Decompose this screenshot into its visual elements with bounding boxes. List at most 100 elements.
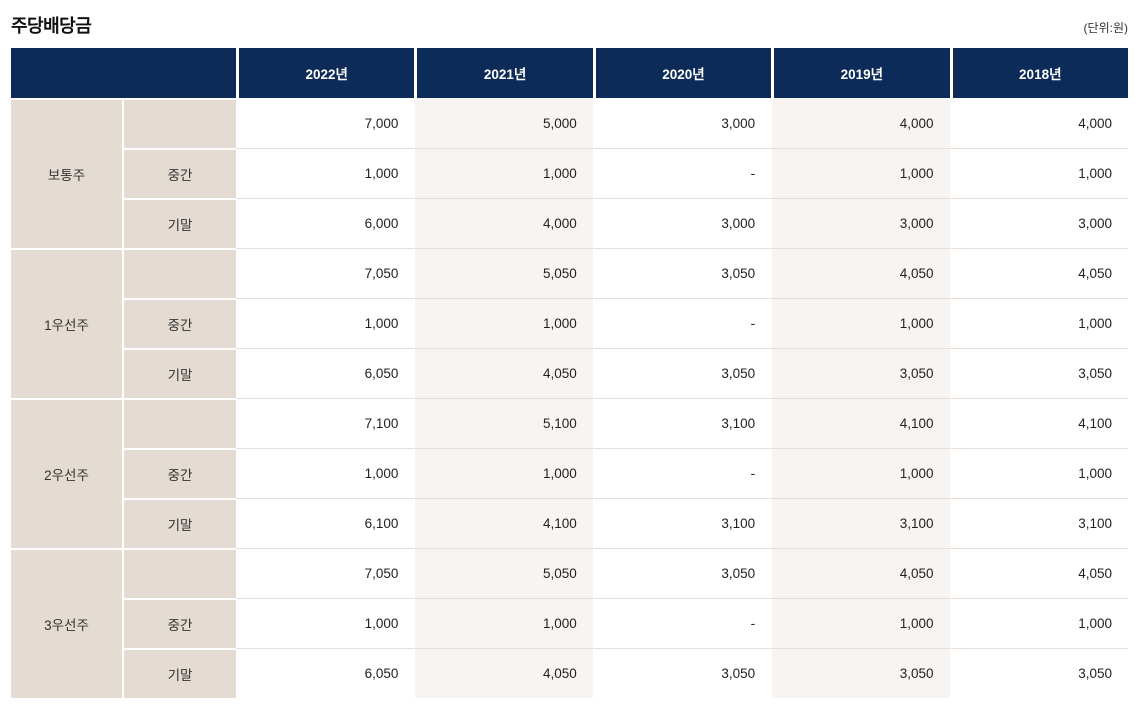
dividend-table: 2022년 2021년 2020년 2019년 2018년 보통주 7,000 …	[11, 48, 1128, 698]
value-cell: 4,000	[771, 98, 950, 148]
table-row: 기말 6,050 4,050 3,050 3,050 3,050	[11, 648, 1128, 698]
header-bar: 주당배당금 (단위:원)	[11, 8, 1128, 38]
group-label-cell: 3우선주	[11, 548, 122, 698]
value-cell: 1,000	[949, 598, 1128, 648]
value-cell: 1,000	[414, 148, 593, 198]
value-cell: 3,000	[771, 198, 950, 248]
table-row: 보통주 7,000 5,000 3,000 4,000 4,000	[11, 98, 1128, 248]
value-cell: 6,050	[236, 648, 415, 698]
year-header: 2022년	[236, 48, 415, 98]
table-header-row: 2022년 2021년 2020년 2019년 2018년	[11, 48, 1128, 98]
value-cell: 1,000	[771, 148, 950, 198]
value-cell: 1,000	[771, 298, 950, 348]
sub-label-cell	[122, 548, 236, 598]
value-cell: 4,000	[414, 198, 593, 248]
value-cell: 3,000	[592, 198, 772, 248]
value-cell: 3,000	[592, 98, 772, 148]
value-cell: 4,000	[949, 98, 1128, 148]
value-cell: 1,000	[414, 298, 593, 348]
sub-label-cell: 중간	[122, 448, 236, 498]
table-row: 1우선주 7,050 5,050 3,050 4,050 4,050	[11, 248, 1128, 398]
corner-header-cell	[11, 48, 236, 98]
sub-label-cell: 기말	[122, 348, 236, 398]
value-cell: 4,050	[949, 248, 1128, 298]
year-header: 2021년	[414, 48, 593, 98]
value-cell: 3,050	[771, 348, 950, 398]
value-cell: 3,050	[949, 648, 1128, 698]
value-cell: 3,100	[592, 398, 772, 448]
value-cell: 5,100	[414, 398, 593, 448]
year-header: 2019년	[771, 48, 950, 98]
value-cell: 5,050	[414, 548, 593, 598]
table-row: 3우선주 7,050 5,050 3,050 4,050 4,050	[11, 548, 1128, 698]
sub-label-cell: 기말	[122, 498, 236, 548]
sub-label-cell: 중간	[122, 148, 236, 198]
value-cell: 5,050	[414, 248, 593, 298]
value-cell: 7,050	[236, 248, 415, 298]
table-row: 중간 1,000 1,000 - 1,000 1,000	[11, 598, 1128, 648]
sub-label-cell: 기말	[122, 648, 236, 698]
value-cell: 3,050	[949, 348, 1128, 398]
value-cell: 7,100	[236, 398, 415, 448]
group-label-cell: 보통주	[11, 98, 122, 248]
value-cell: 4,050	[949, 548, 1128, 598]
table-row: 중간 1,000 1,000 - 1,000 1,000	[11, 148, 1128, 198]
value-cell: 4,100	[414, 498, 593, 548]
value-cell: 1,000	[236, 298, 415, 348]
value-cell: -	[592, 148, 772, 198]
sub-label-cell: 중간	[122, 598, 236, 648]
sub-label-cell	[122, 398, 236, 448]
table-row: 2우선주 7,100 5,100 3,100 4,100 4,100	[11, 398, 1128, 548]
value-cell: 4,050	[414, 648, 593, 698]
value-cell: 1,000	[236, 448, 415, 498]
sub-label-cell: 중간	[122, 298, 236, 348]
sub-label-cell	[122, 98, 236, 148]
page-title: 주당배당금	[11, 16, 92, 36]
year-header: 2020년	[592, 48, 772, 98]
value-cell: 3,050	[592, 348, 772, 398]
table-row: 기말 6,050 4,050 3,050 3,050 3,050	[11, 348, 1128, 398]
value-cell: 3,100	[771, 498, 950, 548]
value-cell: -	[592, 448, 772, 498]
value-cell: 3,050	[771, 648, 950, 698]
value-cell: 1,000	[236, 148, 415, 198]
value-cell: 3,050	[592, 248, 772, 298]
unit-label: (단위:원)	[1083, 21, 1128, 35]
value-cell: 6,000	[236, 198, 415, 248]
value-cell: -	[592, 298, 772, 348]
value-cell: 5,000	[414, 98, 593, 148]
value-cell: 1,000	[949, 148, 1128, 198]
year-header: 2018년	[949, 48, 1128, 98]
value-cell: 1,000	[949, 448, 1128, 498]
value-cell: 4,100	[949, 398, 1128, 448]
value-cell: 3,100	[949, 498, 1128, 548]
value-cell: 7,000	[236, 98, 415, 148]
value-cell: 4,100	[771, 398, 950, 448]
table-row: 중간 1,000 1,000 - 1,000 1,000	[11, 298, 1128, 348]
value-cell: 3,000	[949, 198, 1128, 248]
value-cell: 3,050	[592, 548, 772, 598]
value-cell: 4,050	[771, 548, 950, 598]
sub-label-cell	[122, 248, 236, 298]
group-label-cell: 2우선주	[11, 398, 122, 548]
value-cell: 3,100	[592, 498, 772, 548]
value-cell: -	[592, 598, 772, 648]
value-cell: 4,050	[771, 248, 950, 298]
group-label-cell: 1우선주	[11, 248, 122, 398]
value-cell: 1,000	[414, 598, 593, 648]
value-cell: 1,000	[236, 598, 415, 648]
value-cell: 1,000	[949, 298, 1128, 348]
value-cell: 1,000	[771, 448, 950, 498]
value-cell: 6,100	[236, 498, 415, 548]
value-cell: 3,050	[592, 648, 772, 698]
value-cell: 1,000	[414, 448, 593, 498]
value-cell: 7,050	[236, 548, 415, 598]
value-cell: 6,050	[236, 348, 415, 398]
value-cell: 1,000	[771, 598, 950, 648]
sub-label-cell: 기말	[122, 198, 236, 248]
value-cell: 4,050	[414, 348, 593, 398]
table-row: 중간 1,000 1,000 - 1,000 1,000	[11, 448, 1128, 498]
table-row: 기말 6,100 4,100 3,100 3,100 3,100	[11, 498, 1128, 548]
table-row: 기말 6,000 4,000 3,000 3,000 3,000	[11, 198, 1128, 248]
